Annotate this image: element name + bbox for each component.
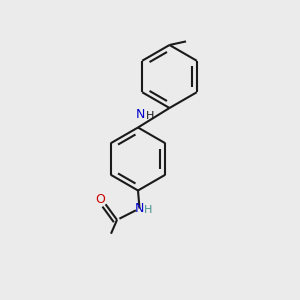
Text: H: H xyxy=(144,205,152,215)
Text: H: H xyxy=(146,111,154,121)
Text: N: N xyxy=(136,108,145,121)
Text: N: N xyxy=(135,202,144,215)
Text: O: O xyxy=(95,193,105,206)
